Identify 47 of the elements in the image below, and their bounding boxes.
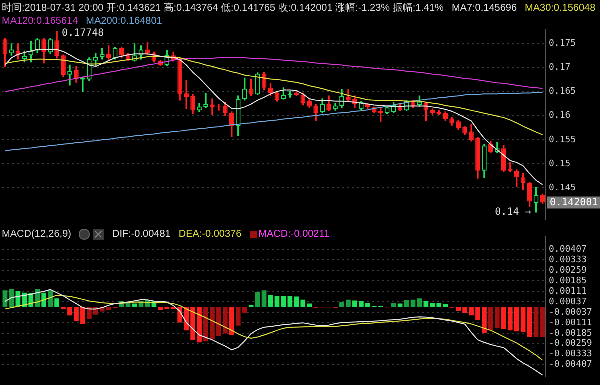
bar: [268, 295, 274, 308]
y-tick-label: 0.15: [549, 159, 571, 170]
y-tick-label: 0.175: [549, 38, 576, 49]
text: 0.142001: [550, 197, 598, 208]
candlestick: [184, 80, 189, 110]
bar: [42, 292, 47, 308]
y-tick-label: -0.00111: [549, 318, 592, 328]
text: MA30:0.156048: [525, 2, 596, 14]
text: MA7:0.145696: [452, 2, 518, 14]
text: DEA:-0.00376: [178, 229, 242, 240]
annotation: 0.14 →: [495, 206, 532, 218]
bar: [281, 296, 286, 308]
bar: [262, 290, 267, 308]
bar: [54, 298, 60, 308]
text: DIF:-0.00481: [112, 229, 171, 240]
y-tick-label: 0.16: [549, 111, 571, 122]
bar: [534, 307, 539, 338]
chart-title: MACD(12,26,9): [2, 229, 72, 240]
y-tick-label: 0.00333: [549, 255, 587, 266]
legend-label: MACD:-0.00211: [258, 229, 330, 240]
bar: [48, 290, 53, 308]
y-tick-label: 0.145: [549, 184, 576, 194]
y-tick-label: -0.00333: [549, 350, 592, 360]
y-tick-label: 0.00407: [549, 244, 587, 255]
text: MA200:0.164801: [86, 16, 162, 27]
text: MA120:0.165614: [2, 16, 78, 27]
y-tick-label: -0.00259: [549, 339, 592, 350]
annotation: 0.17748: [62, 28, 104, 40]
bar: [417, 298, 422, 308]
bar: [255, 292, 260, 308]
y-tick-label: 0.00259: [549, 266, 587, 276]
y-tick-label: -0.00037: [549, 308, 592, 318]
bar: [274, 296, 280, 308]
y-tick-label: 0.165: [549, 87, 576, 98]
y-tick-label: 0.00185: [549, 276, 587, 286]
y-tick-label: 0.155: [549, 135, 576, 146]
bar: [391, 303, 396, 308]
y-tick-label: 0.00037: [549, 297, 587, 308]
bar: [540, 307, 546, 338]
y-tick-label: 0.00111: [549, 286, 587, 297]
bar: [404, 300, 410, 308]
chart-title: 时间:2018-07-31 20:00 开:0.143621 高:0.143764 低:0.141765 收:0.142001 涨幅:-1.23% 振幅:1.41%: [2, 2, 444, 15]
y-tick-label: -0.00407: [549, 360, 592, 370]
y-tick-label: -0.00185: [549, 328, 592, 339]
y-tick-label: 0.17: [549, 62, 571, 73]
candlestick: [68, 64, 72, 86]
bar: [229, 307, 234, 336]
